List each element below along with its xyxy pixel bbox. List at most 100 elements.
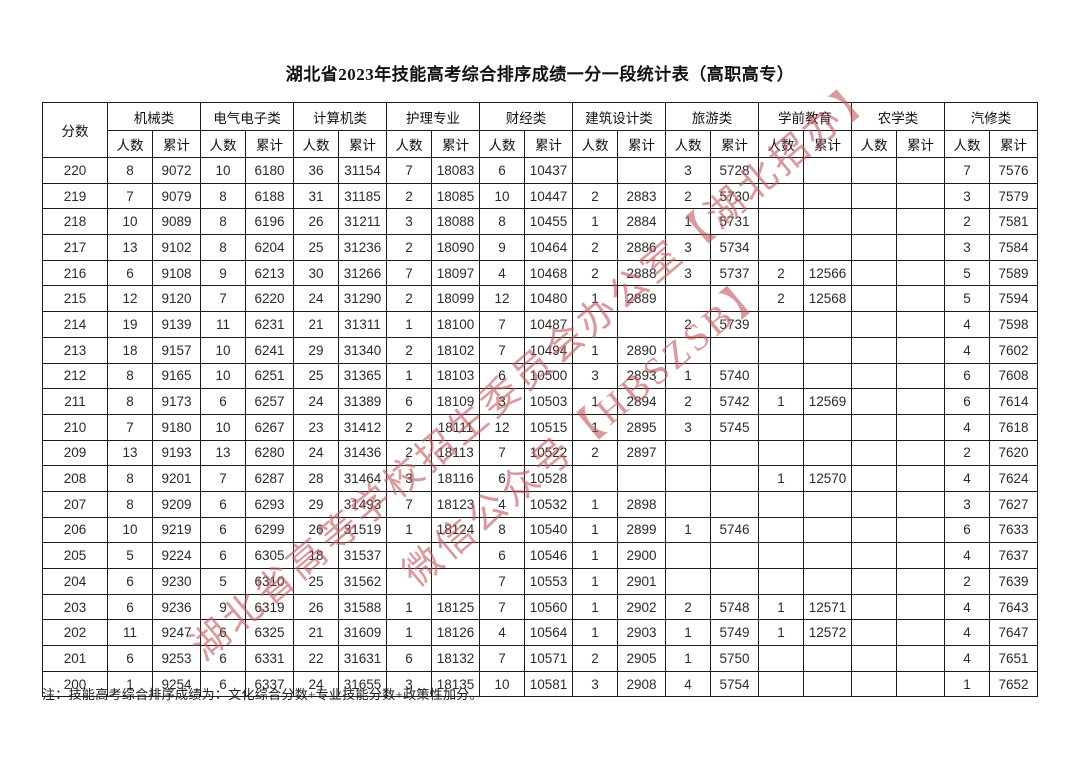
value-cell: 5730 — [710, 182, 759, 210]
score-cell: 204 — [42, 568, 108, 595]
category-header-finance: 财经类 — [479, 102, 573, 131]
value-cell: 1 — [572, 388, 618, 415]
value-cell — [896, 311, 945, 338]
value-cell: 7633 — [989, 516, 1038, 544]
value-cell: 4 — [944, 542, 990, 569]
value-cell: 6287 — [245, 465, 294, 492]
value-cell: 2 — [386, 234, 432, 261]
score-cell: 200 — [42, 670, 108, 698]
subheader-cumulative: 累计 — [245, 130, 294, 158]
value-cell: 6 — [200, 516, 246, 544]
value-cell: 7 — [479, 568, 525, 595]
category-header-agriculture: 农学类 — [851, 102, 945, 131]
value-cell: 2 — [944, 439, 990, 467]
value-cell: 25 — [293, 234, 339, 261]
value-cell: 6 — [200, 388, 246, 415]
value-cell: 25 — [293, 362, 339, 390]
table-row: 212 8 9165 10 6251 25 31365 1 18103 6 10500 3 2893 1 5… — [42, 362, 1038, 390]
value-cell — [851, 516, 897, 544]
value-cell: 10522 — [524, 439, 573, 467]
value-cell: 1 — [572, 542, 618, 569]
value-cell: 18113 — [431, 439, 480, 467]
value-cell: 9072 — [152, 157, 201, 184]
value-cell — [851, 619, 897, 647]
value-cell: 9193 — [152, 439, 201, 467]
value-cell: 1 — [665, 362, 711, 390]
value-cell: 31311 — [338, 311, 387, 338]
value-cell — [758, 439, 804, 467]
value-cell — [665, 542, 711, 569]
value-cell: 7 — [479, 593, 525, 621]
value-cell — [665, 490, 711, 518]
value-cell: 2 — [758, 259, 804, 287]
value-cell: 5739 — [710, 311, 759, 338]
value-cell: 9201 — [152, 465, 201, 492]
value-cell: 2 — [944, 208, 990, 236]
score-cell: 210 — [42, 413, 108, 441]
value-cell: 7584 — [989, 234, 1038, 261]
value-cell — [803, 413, 852, 441]
value-cell: 2905 — [617, 645, 666, 672]
subheader-row: 人数 累计 人数 累计 人数 累计 人数 累计 人数 累计 人数 累计 人数 累计 人数 累计 人数 累计 人数 累计 — [43, 130, 1038, 158]
value-cell: 30 — [293, 259, 339, 287]
value-cell: 10464 — [524, 234, 573, 261]
value-cell: 2899 — [617, 516, 666, 544]
value-cell: 6 — [479, 465, 525, 492]
value-cell: 8 — [107, 465, 153, 492]
value-cell: 31185 — [338, 182, 387, 210]
value-cell: 2894 — [617, 388, 666, 415]
subheader-count: 人数 — [386, 130, 432, 158]
value-cell: 5745 — [710, 413, 759, 441]
value-cell: 10560 — [524, 593, 573, 621]
value-cell: 18085 — [431, 182, 480, 210]
value-cell — [851, 593, 897, 621]
value-cell: 31236 — [338, 234, 387, 261]
value-cell: 1 — [386, 619, 432, 647]
value-cell: 1 — [665, 619, 711, 647]
value-cell: 31655 — [338, 670, 387, 698]
value-cell: 18102 — [431, 336, 480, 364]
value-cell — [896, 336, 945, 364]
value-cell — [896, 234, 945, 261]
value-cell: 2888 — [617, 259, 666, 287]
value-cell — [803, 362, 852, 390]
value-cell: 1 — [665, 516, 711, 544]
value-cell: 8 — [479, 516, 525, 544]
value-cell: 9 — [200, 259, 246, 287]
value-cell: 7651 — [989, 645, 1038, 672]
value-cell: 6 — [200, 619, 246, 647]
value-cell: 7647 — [989, 619, 1038, 647]
value-cell: 7576 — [989, 157, 1038, 184]
value-cell: 8 — [200, 234, 246, 261]
value-cell — [431, 542, 480, 569]
value-cell — [896, 285, 945, 313]
value-cell: 9 — [479, 234, 525, 261]
category-header-tourism: 旅游类 — [665, 102, 759, 131]
value-cell: 10 — [200, 362, 246, 390]
value-cell: 3 — [386, 208, 432, 236]
value-cell — [386, 542, 432, 569]
subheader-cumulative: 累计 — [710, 130, 759, 158]
value-cell — [851, 182, 897, 210]
value-cell: 7594 — [989, 285, 1038, 313]
value-cell: 2902 — [617, 593, 666, 621]
value-cell: 2889 — [617, 285, 666, 313]
value-cell: 10553 — [524, 568, 573, 595]
value-cell: 24 — [293, 439, 339, 467]
value-cell — [431, 568, 480, 595]
value-cell: 1 — [572, 336, 618, 364]
value-cell: 2901 — [617, 568, 666, 595]
value-cell: 31609 — [338, 619, 387, 647]
value-cell: 5737 — [710, 259, 759, 287]
value-cell: 6 — [200, 670, 246, 698]
table-row: 220 8 9072 10 6180 36 31154 7 18083 6 10437 3 5728 7 7… — [42, 157, 1038, 184]
value-cell: 9173 — [152, 388, 201, 415]
value-cell: 9102 — [152, 234, 201, 261]
value-cell — [851, 259, 897, 287]
value-cell: 6 — [107, 593, 153, 621]
score-cell: 218 — [42, 208, 108, 236]
score-cell: 203 — [42, 593, 108, 621]
value-cell: 2 — [944, 568, 990, 595]
value-cell: 9209 — [152, 490, 201, 518]
subheader-cumulative: 累计 — [989, 130, 1038, 158]
